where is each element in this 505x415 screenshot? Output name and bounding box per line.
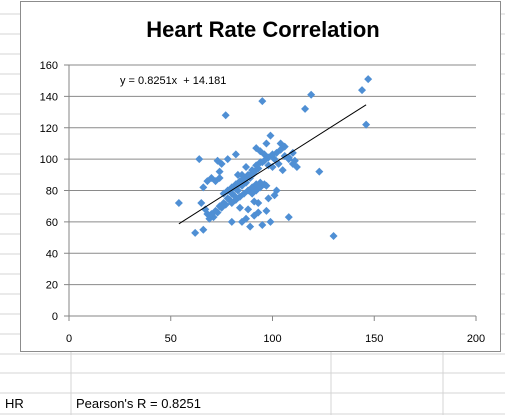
data-point — [199, 225, 208, 234]
data-point — [262, 181, 271, 190]
data-point — [358, 86, 367, 95]
data-point — [262, 206, 271, 215]
data-point — [199, 183, 208, 192]
y-tick-label: 60 — [46, 217, 58, 229]
data-point — [203, 177, 212, 186]
data-point — [213, 156, 222, 165]
data-point — [174, 199, 183, 208]
data-point — [362, 120, 371, 129]
scatter-chart: Heart Rate Correlation 0 20 40 60 80 100 120 14… — [40, 17, 486, 345]
data-point — [315, 167, 324, 176]
data-point — [215, 167, 224, 176]
data-point — [227, 217, 236, 226]
data-point — [223, 194, 232, 203]
x-tick-labels: 0 50 100 150 200 — [66, 333, 485, 345]
data-point — [301, 104, 310, 113]
axes — [64, 64, 477, 321]
data-point — [270, 191, 279, 200]
data-point — [246, 222, 255, 231]
x-tick-label: 200 — [467, 333, 485, 345]
y-tick-label: 100 — [40, 154, 58, 166]
trendline-equation: y = 0.8251x + 14.181 — [120, 75, 226, 87]
data-point — [292, 162, 301, 171]
data-point — [266, 217, 275, 226]
data-point — [258, 97, 267, 106]
data-point — [256, 178, 265, 187]
y-tick-label: 40 — [46, 248, 58, 260]
data-point — [276, 145, 285, 154]
data-point — [250, 197, 259, 206]
data-point — [274, 159, 283, 168]
data-point — [233, 170, 242, 179]
chart-title: Heart Rate Correlation — [146, 17, 380, 42]
chart-area[interactable]: Heart Rate Correlation 0 20 40 60 80 100 120 14… — [20, 1, 501, 352]
data-point — [284, 213, 293, 222]
data-point — [288, 148, 297, 157]
y-tick-label: 20 — [46, 280, 58, 292]
data-point — [278, 166, 287, 175]
data-point — [197, 199, 206, 208]
data-point — [254, 164, 263, 173]
data-point — [242, 162, 251, 171]
data-point — [242, 214, 251, 223]
data-point — [195, 155, 204, 164]
data-point — [223, 155, 232, 164]
x-tick-label: 50 — [165, 333, 177, 345]
y-tick-label: 160 — [40, 60, 58, 72]
x-tick-label: 0 — [66, 333, 72, 345]
data-point — [244, 205, 253, 214]
x-tick-label: 150 — [365, 333, 383, 345]
data-point — [215, 173, 224, 182]
data-point — [262, 139, 271, 148]
x-tick-label: 100 — [263, 333, 281, 345]
data-point — [231, 150, 240, 159]
y-tick-label: 120 — [40, 123, 58, 135]
data-point — [254, 208, 263, 217]
data-point — [191, 228, 200, 237]
data-points — [174, 75, 373, 240]
trendline-group — [178, 104, 367, 225]
cell-pearson-r: Pearson's R = 0.8251 — [76, 396, 201, 411]
data-point — [258, 221, 267, 230]
data-point — [364, 75, 373, 84]
y-tick-label: 0 — [52, 311, 58, 323]
data-point — [264, 194, 273, 203]
data-point — [284, 155, 293, 164]
y-tick-labels: 0 20 40 60 80 100 120 140 160 — [40, 60, 58, 323]
y-tick-label: 80 — [46, 186, 58, 198]
data-point — [201, 205, 210, 214]
data-point — [235, 203, 244, 212]
data-point — [329, 231, 338, 240]
y-tick-label: 140 — [40, 91, 58, 103]
data-point — [221, 111, 230, 120]
data-point — [268, 162, 277, 171]
data-point — [307, 90, 316, 99]
data-point — [266, 131, 275, 140]
data-point — [211, 206, 220, 215]
data-point — [217, 202, 226, 211]
cell-hr-label: HR — [5, 396, 24, 411]
trendline — [178, 104, 367, 225]
gridlines — [69, 64, 476, 286]
